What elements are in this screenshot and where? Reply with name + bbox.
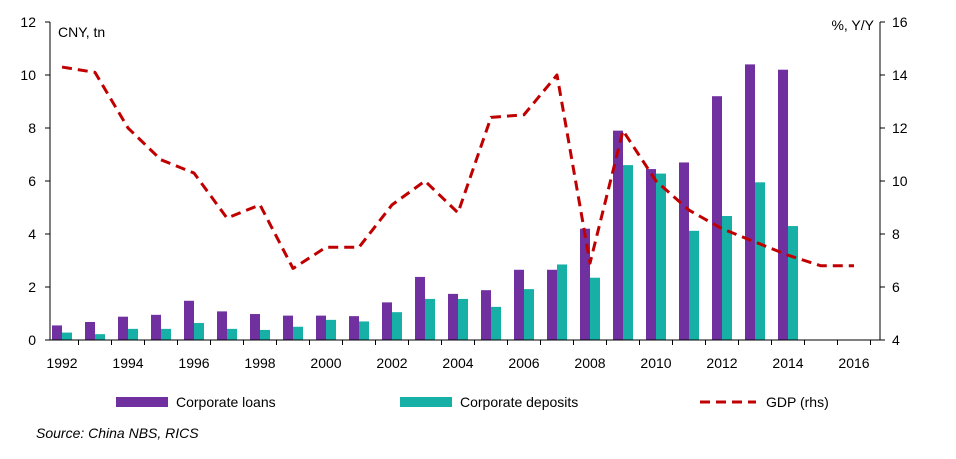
- left-axis-unit: CNY, tn: [58, 24, 105, 40]
- x-tick-label: 2004: [442, 355, 473, 371]
- deposit-bar: [689, 230, 699, 340]
- left-tick-label: 10: [20, 67, 36, 83]
- right-tick-label: 8: [892, 226, 900, 242]
- deposit-bar: [227, 328, 237, 340]
- left-tick-label: 4: [28, 226, 36, 242]
- loan-bar: [481, 290, 491, 340]
- source-note: Source: China NBS, RICS: [36, 425, 199, 441]
- deposit-bar: [623, 165, 633, 340]
- loan-bar: [415, 276, 425, 340]
- right-tick-label: 6: [892, 279, 900, 295]
- right-tick-label: 16: [892, 14, 908, 30]
- legend-label-gdp: GDP (rhs): [766, 394, 829, 410]
- deposit-bar: [425, 298, 435, 340]
- deposit-bar: [491, 306, 501, 340]
- deposit-bar: [722, 215, 732, 340]
- left-tick-label: 8: [28, 120, 36, 136]
- loan-bar: [448, 293, 458, 340]
- gdp-line-layer: [61, 65, 854, 270]
- legend: Corporate loans Corporate deposits GDP (rh…: [116, 394, 829, 410]
- loan-bar: [712, 96, 722, 340]
- deposit-bar: [458, 298, 468, 340]
- x-tick-label: 2008: [574, 355, 605, 371]
- x-tick-label: 2002: [376, 355, 407, 371]
- loan-bar: [514, 269, 524, 340]
- right-axis-unit: %, Y/Y: [831, 17, 874, 33]
- deposit-bar: [128, 328, 138, 340]
- deposit-bar: [194, 323, 204, 340]
- left-tick-label: 0: [28, 332, 36, 348]
- deposit-bar: [359, 321, 369, 340]
- loan-bar: [118, 316, 128, 340]
- legend-swatch-deposits: [400, 397, 452, 407]
- right-tick-label: 14: [892, 67, 908, 83]
- loan-bar: [778, 69, 788, 340]
- deposit-bar: [260, 329, 270, 340]
- deposit-bar: [590, 277, 600, 340]
- loan-bar: [316, 315, 326, 340]
- left-tick-label: 2: [28, 279, 36, 295]
- left-tick-label: 12: [20, 14, 36, 30]
- x-tick-label: 1998: [244, 355, 275, 371]
- deposit-bar: [95, 334, 105, 340]
- loan-bar: [283, 315, 293, 340]
- loan-bar: [613, 130, 623, 340]
- loan-bar: [679, 162, 689, 340]
- loan-bar: [85, 321, 95, 340]
- x-tick-label: 2016: [838, 355, 869, 371]
- x-tick-label: 2006: [508, 355, 539, 371]
- loan-bar: [745, 64, 755, 341]
- x-tick-label: 1994: [112, 355, 143, 371]
- loan-bar: [382, 302, 392, 340]
- axes-layer: 0 2 4 6 8 10 12 4 6 8 10 12 14 16 1992 1994 1996 1998 2000…: [20, 14, 907, 371]
- loan-bar: [52, 325, 62, 340]
- deposit-bar: [524, 289, 534, 340]
- deposit-bar: [161, 328, 171, 340]
- legend-label-loans: Corporate loans: [176, 394, 276, 410]
- x-tick-label: 1996: [178, 355, 209, 371]
- loan-bar: [184, 300, 194, 340]
- right-tick-label: 12: [892, 120, 908, 136]
- loan-bar: [349, 316, 359, 340]
- right-tick-label: 4: [892, 332, 900, 348]
- legend-swatch-loans: [116, 397, 168, 407]
- right-tick-label: 10: [892, 173, 908, 189]
- loan-bar: [151, 314, 161, 340]
- x-tick-label: 2010: [640, 355, 671, 371]
- loan-bar: [580, 228, 590, 340]
- x-tick-label: 2000: [310, 355, 341, 371]
- deposit-bar: [293, 326, 303, 340]
- x-tick-label: 2014: [772, 355, 803, 371]
- deposit-bar: [656, 173, 666, 340]
- left-tick-label: 6: [28, 173, 36, 189]
- deposit-bar: [755, 182, 765, 340]
- loan-bar: [646, 169, 656, 340]
- deposit-bar: [788, 226, 798, 340]
- x-tick-label: 1992: [46, 355, 77, 371]
- deposit-bar: [557, 264, 567, 340]
- legend-label-deposits: Corporate deposits: [460, 394, 578, 410]
- deposit-bar: [62, 332, 72, 340]
- bar-layer: [52, 64, 798, 341]
- deposit-bar: [326, 319, 336, 340]
- deposit-bar: [392, 312, 402, 340]
- loan-bar: [217, 311, 227, 340]
- x-tick-label: 2012: [706, 355, 737, 371]
- loan-bar: [250, 314, 260, 340]
- loan-bar: [547, 269, 557, 340]
- gdp-line: [61, 65, 854, 270]
